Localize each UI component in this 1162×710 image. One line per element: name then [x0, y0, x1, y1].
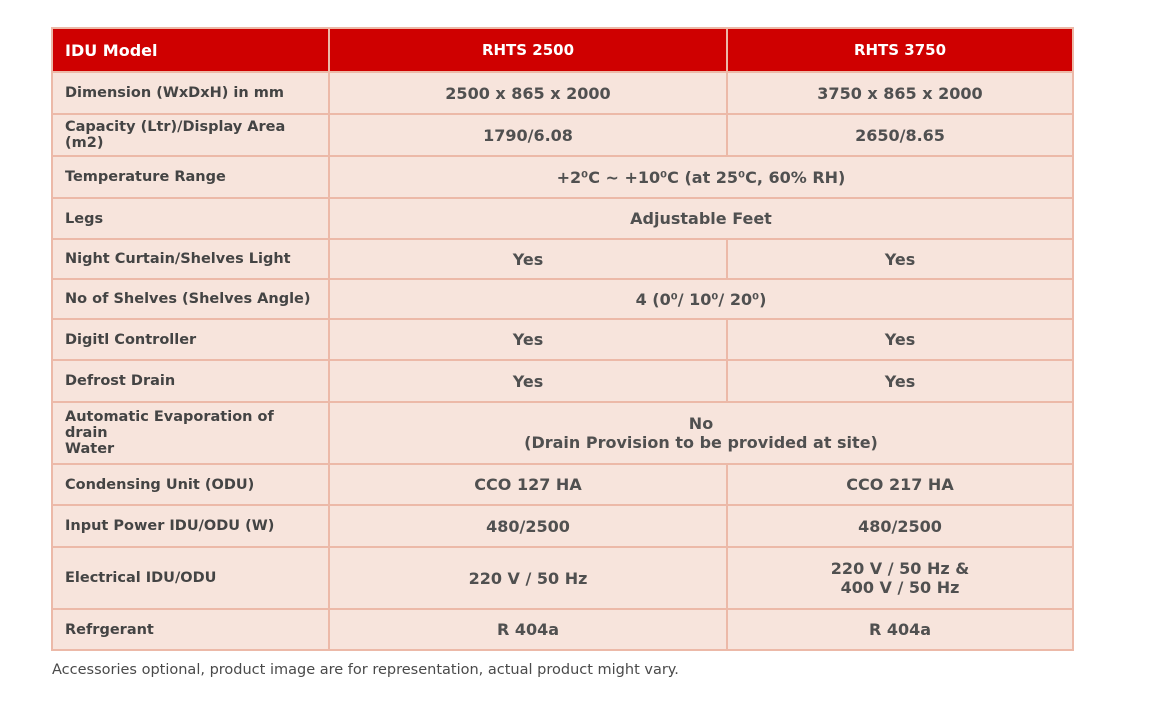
table-row: Defrost Drain Yes Yes	[51, 359, 1074, 403]
header-rhts-3750: RHTS 3750	[726, 27, 1074, 73]
table-row: Electrical IDU/ODU 220 V / 50 Hz 220 V /…	[51, 546, 1074, 610]
row-label: Legs	[51, 197, 330, 240]
row-label: Refrgerant	[51, 608, 330, 651]
cell-value: R 404a	[726, 608, 1074, 651]
row-label: Automatic Evaporation of drain Water	[51, 401, 330, 465]
row-label-line: Water	[65, 441, 115, 457]
cell-value: R 404a	[328, 608, 728, 651]
cell-value: 220 V / 50 Hz	[328, 546, 728, 610]
cell-value: 480/2500	[328, 504, 728, 548]
row-label: Defrost Drain	[51, 359, 330, 403]
row-label: Dimension (WxDxH) in mm	[51, 71, 330, 115]
table-row: Automatic Evaporation of drain Water No …	[51, 401, 1074, 465]
header-idu-model: IDU Model	[51, 27, 330, 73]
cell-value: 480/2500	[726, 504, 1074, 548]
row-label: Digitl Controller	[51, 318, 330, 361]
table-row: Dimension (WxDxH) in mm 2500 x 865 x 200…	[51, 71, 1074, 115]
cell-value: CCO 127 HA	[328, 463, 728, 506]
cell-value: Yes	[726, 359, 1074, 403]
row-label: Temperature Range	[51, 155, 330, 199]
cell-value: Yes	[328, 359, 728, 403]
row-label: No of Shelves (Shelves Angle)	[51, 278, 330, 320]
table-row: Digitl Controller Yes Yes	[51, 318, 1074, 361]
row-label: Condensing Unit (ODU)	[51, 463, 330, 506]
cell-value: 220 V / 50 Hz & 400 V / 50 Hz	[726, 546, 1074, 610]
row-label: Input Power IDU/ODU (W)	[51, 504, 330, 548]
cell-value: Yes	[726, 318, 1074, 361]
cell-value-line: No	[688, 414, 714, 433]
spec-table: IDU Model RHTS 2500 RHTS 3750 Dimension …	[51, 27, 1074, 651]
cell-value-line: 220 V / 50 Hz &	[830, 559, 970, 578]
cell-value: 2650/8.65	[726, 113, 1074, 157]
table-row: Condensing Unit (ODU) CCO 127 HA CCO 217…	[51, 463, 1074, 506]
row-label-line: Automatic Evaporation of drain	[65, 409, 274, 441]
cell-value-merged: Adjustable Feet	[328, 197, 1074, 240]
table-row: Night Curtain/Shelves Light Yes Yes	[51, 238, 1074, 280]
cell-value-line: 400 V / 50 Hz	[840, 578, 960, 597]
table-row: No of Shelves (Shelves Angle) 4 (0⁰/ 10⁰…	[51, 278, 1074, 320]
row-label: Electrical IDU/ODU	[51, 546, 330, 610]
table-header-row: IDU Model RHTS 2500 RHTS 3750	[51, 27, 1074, 73]
row-label: Capacity (Ltr)/Display Area (m2)	[51, 113, 330, 157]
cell-value-merged: No (Drain Provision to be provided at si…	[328, 401, 1074, 465]
header-rhts-2500: RHTS 2500	[328, 27, 728, 73]
cell-value: 1790/6.08	[328, 113, 728, 157]
cell-value-line: (Drain Provision to be provided at site)	[524, 433, 878, 452]
row-label: Night Curtain/Shelves Light	[51, 238, 330, 280]
table-row: Temperature Range +2⁰C ~ +10⁰C (at 25⁰C,…	[51, 155, 1074, 199]
cell-value: Yes	[328, 318, 728, 361]
table-row: Input Power IDU/ODU (W) 480/2500 480/250…	[51, 504, 1074, 548]
table-row: Capacity (Ltr)/Display Area (m2) 1790/6.…	[51, 113, 1074, 157]
cell-value-merged: 4 (0⁰/ 10⁰/ 20⁰)	[328, 278, 1074, 320]
cell-value: Yes	[726, 238, 1074, 280]
cell-value: Yes	[328, 238, 728, 280]
cell-value: CCO 217 HA	[726, 463, 1074, 506]
table-row: Refrgerant R 404a R 404a	[51, 608, 1074, 651]
cell-value: 2500 x 865 x 2000	[328, 71, 728, 115]
cell-value-merged: +2⁰C ~ +10⁰C (at 25⁰C, 60% RH)	[328, 155, 1074, 199]
table-row: Legs Adjustable Feet	[51, 197, 1074, 240]
cell-value: 3750 x 865 x 2000	[726, 71, 1074, 115]
footnote: Accessories optional, product image are …	[52, 662, 679, 678]
